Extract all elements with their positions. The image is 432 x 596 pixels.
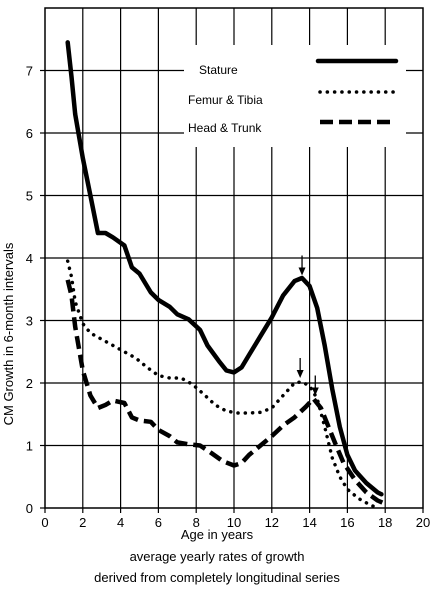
legend-label-stature: Stature — [199, 63, 238, 77]
series-line-stature — [65, 40, 384, 497]
legend-label-head-trunk: Head & Trunk — [188, 121, 262, 135]
peak-arrow-head-1 — [298, 267, 306, 276]
x-tick-label-2: 2 — [79, 515, 86, 530]
y-tick-label-3: 3 — [26, 314, 33, 329]
y-tick-label-4: 4 — [26, 251, 33, 266]
peak-arrow-head-2 — [296, 370, 304, 378]
x-tick-label-20: 20 — [416, 515, 430, 530]
peak-arrows — [296, 255, 319, 396]
caption-line-1: average yearly rates of growth — [130, 549, 305, 564]
legend: Stature Femur & Tibia Head & Trunk — [184, 45, 406, 147]
x-tick-label-0: 0 — [41, 515, 48, 530]
y-tick-label-6: 6 — [26, 126, 33, 141]
x-tick-label-4: 4 — [117, 515, 124, 530]
y-tick-label-7: 7 — [26, 64, 33, 79]
x-tick-label-14: 14 — [302, 515, 316, 530]
series-line-femur-tibia — [65, 259, 380, 510]
x-tick-label-6: 6 — [155, 515, 162, 530]
y-tick-label-2: 2 — [26, 376, 33, 391]
legend-label-femur-tibia: Femur & Tibia — [188, 93, 263, 107]
x-tick-label-8: 8 — [193, 515, 200, 530]
x-axis-label: Age in years — [181, 527, 254, 542]
series-line-head-trunk — [65, 279, 385, 506]
caption-line-2: derived from completely longitudinal ser… — [94, 570, 340, 585]
y-tick-label-1: 1 — [26, 439, 33, 454]
peak-arrow-head-3 — [311, 387, 319, 396]
x-tick-label-16: 16 — [340, 515, 354, 530]
y-axis-label: CM Growth in 6-month intervals — [1, 242, 16, 425]
x-tick-label-18: 18 — [378, 515, 392, 530]
x-tick-label-10: 10 — [227, 515, 241, 530]
y-tick-label-5: 5 — [26, 189, 33, 204]
y-tick-label-0: 0 — [26, 501, 33, 516]
x-tick-label-12: 12 — [265, 515, 279, 530]
data-series — [65, 40, 385, 510]
